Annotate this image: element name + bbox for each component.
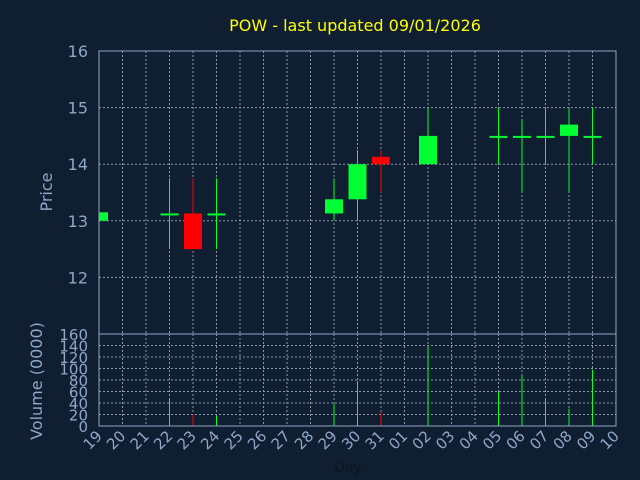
volume-tick-label: 60: [69, 384, 88, 402]
volume-tick-label: 140: [59, 338, 88, 356]
candle-body: [560, 124, 578, 136]
price-tick-label: 14: [68, 155, 88, 174]
x-tick-label: 26: [244, 427, 270, 453]
candle-body: [99, 212, 108, 221]
x-tick-label: 05: [479, 427, 505, 453]
candle-body: [372, 156, 390, 165]
candle-body: [325, 199, 343, 214]
candle-body: [419, 135, 437, 165]
candle-body: [513, 135, 531, 138]
volume-tick-label: 40: [69, 395, 88, 413]
x-tick-label: 02: [409, 427, 435, 453]
x-tick-label: 21: [127, 427, 153, 453]
x-tick-label: 03: [432, 427, 458, 453]
volume-plot-frame: [98, 333, 617, 427]
x-tick-label: 08: [550, 427, 576, 453]
price-tick-label: 13: [68, 212, 88, 231]
x-tick-label: 10: [597, 427, 623, 453]
candle-body: [583, 135, 602, 138]
x-tick-label: 30: [338, 427, 364, 453]
volume-tick-label: 20: [69, 407, 88, 425]
x-tick-label: 09: [573, 427, 599, 453]
chart-title: POW - last updated 09/01/2026: [229, 16, 481, 35]
volume-tick-label: 120: [59, 349, 88, 367]
x-tick-label: 23: [174, 427, 200, 453]
volume-tick-label: 160: [59, 326, 88, 344]
x-axis-label: Day: [334, 460, 362, 476]
price-tick-label: 15: [68, 99, 88, 118]
x-tick-label: 07: [526, 427, 552, 453]
candle-body: [348, 164, 367, 200]
price-tick-label: 16: [68, 42, 88, 61]
x-tick-labels: 1920212223242526272829303101020304050607…: [80, 427, 623, 453]
x-tick-label: 28: [291, 427, 317, 453]
price-axis-label: Price: [37, 172, 56, 211]
volume-tick-label: 80: [69, 372, 88, 390]
price-tick-label: 12: [68, 268, 88, 287]
x-tick-label: 20: [103, 427, 129, 453]
candlesticks: [98, 107, 602, 250]
candle-body: [489, 135, 508, 138]
x-tick-label: 22: [150, 427, 176, 453]
x-tick-label: 27: [268, 427, 294, 453]
volume-tick-label: 100: [59, 361, 88, 379]
price-tick-labels: 12 13 14 15 16: [68, 42, 88, 287]
volume-axis-label: Volume (0000): [27, 322, 46, 440]
x-tick-label: 31: [362, 427, 388, 453]
x-tick-label: 25: [221, 427, 247, 453]
candle-body: [160, 213, 179, 216]
x-tick-label: 29: [315, 427, 341, 453]
x-tick-label: 06: [503, 427, 529, 453]
x-tick-label: 24: [197, 427, 223, 453]
x-tick-label: 04: [456, 427, 482, 453]
candle-body: [207, 213, 226, 216]
x-tick-label: 01: [385, 427, 411, 453]
candle-body: [184, 213, 202, 250]
volume-bars: [169, 345, 593, 426]
candle-body: [536, 135, 555, 138]
volume-tick-label: 0: [78, 418, 88, 436]
